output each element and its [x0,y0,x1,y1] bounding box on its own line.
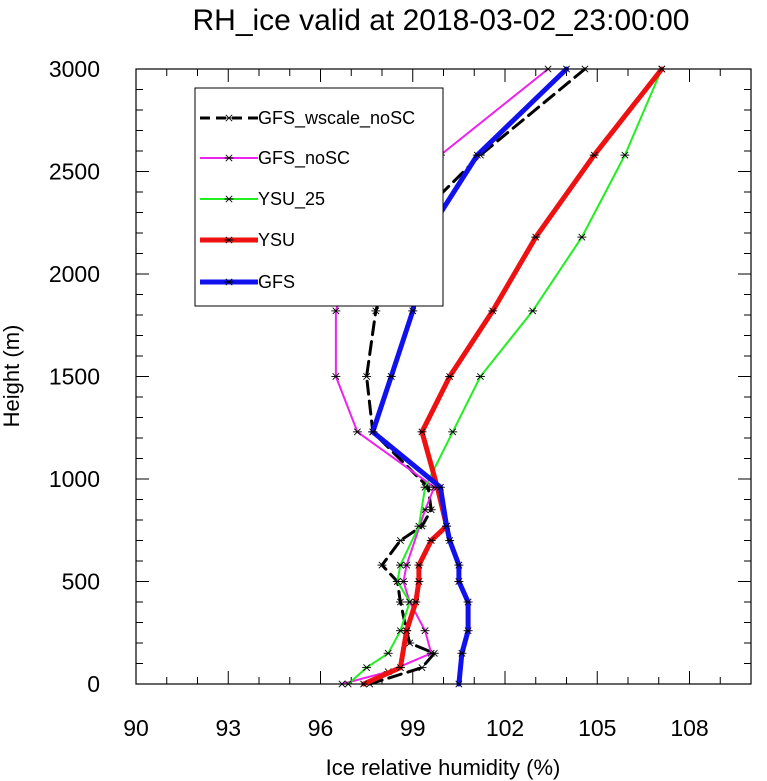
data-point-marker [442,522,452,530]
data-point-marker [331,372,341,381]
data-point-marker [589,151,599,159]
data-point-marker [411,598,421,606]
data-point-marker [395,664,405,672]
data-point-marker [414,577,424,586]
legend-marker [224,236,234,244]
data-point-marker [420,483,430,491]
legend-entry-gfs-nosc: GFS_noSC [200,148,350,169]
legend-label: GFS_noSC [258,148,350,169]
data-point-marker [454,561,464,569]
x-tick-label: 90 [123,715,149,741]
series-line-gfs-wscale-nosc [365,67,587,686]
x-tick-label: 93 [215,715,241,741]
y-tick-label: 0 [87,671,100,697]
x-tick-label: 108 [670,715,708,741]
data-point-marker [475,372,485,381]
data-point-marker [359,680,369,688]
data-point-marker [454,680,464,688]
x-axis-label: Ice relative humidity (%) [326,755,561,780]
data-point-marker [386,372,396,381]
legend-label: YSU_25 [258,189,325,210]
legend-marker [224,154,234,162]
data-point-marker [445,536,455,545]
y-tick-label: 3000 [49,56,100,82]
y-tick-label: 500 [62,569,100,595]
y-axis-label: Height (m) [0,325,24,428]
data-point-marker [543,65,553,73]
data-point-marker [580,65,590,73]
legend-label: GFS_wscale_noSC [258,108,415,129]
series-ysu-25 [343,65,667,688]
legend-marker [224,278,234,286]
data-point-marker [417,664,427,672]
x-tick-label: 102 [486,715,524,741]
y-tick-label: 1000 [49,466,100,492]
legend: GFS_wscale_noSC GFS_noSC YSU_25 YSU GFS [194,87,444,307]
data-point-marker [420,627,430,635]
data-point-marker [531,233,541,241]
y-tick-label: 1500 [49,364,100,390]
data-point-marker [448,428,458,436]
data-point-marker [657,65,667,73]
legend-entry-ysu: YSU [200,230,295,250]
data-point-marker [395,536,405,545]
x-tick-label: 96 [308,715,334,741]
data-point-marker [362,372,372,381]
series-layer [331,65,667,688]
data-point-marker [331,307,341,315]
data-point-marker [463,598,473,606]
data-point-marker [577,233,587,241]
data-point-marker [463,627,473,635]
data-point-marker [371,307,381,315]
y-axis: 0 500 1000 1500 2000 2500 3000 [49,56,751,697]
data-point-marker [408,307,418,315]
legend-marker [224,195,234,203]
data-point-marker [343,680,353,688]
y-tick-label: 2500 [49,159,100,185]
data-point-marker [426,536,436,545]
legend-entry-gfs: GFS [200,272,295,292]
legend-entry-gfs-wscale-nosc: GFS_wscale_noSC [200,108,415,129]
x-axis: 90 93 96 99 102 105 108 [123,69,752,741]
data-point-marker [426,649,436,657]
data-point-marker [352,428,362,436]
data-point-marker [395,598,405,606]
legend-box [194,87,444,307]
data-point-marker [414,561,424,569]
legend-label: GFS [258,272,295,292]
data-point-marker [402,627,412,635]
data-point-marker [383,649,393,657]
legend-entry-ysu-25: YSU_25 [200,189,325,210]
data-point-marker [417,428,427,436]
data-point-marker [377,561,387,569]
data-point-marker [454,577,464,586]
legend-marker [224,114,234,122]
data-point-marker [488,307,498,315]
x-tick-label: 99 [400,715,426,741]
data-point-marker [395,561,405,569]
data-point-marker [472,151,482,159]
legend-label: YSU [258,230,295,250]
data-point-marker [457,649,467,657]
data-point-marker [368,428,378,436]
data-point-marker [528,307,538,315]
y-tick-label: 2000 [49,261,100,287]
x-tick-label: 105 [578,715,616,741]
data-point-marker [362,664,372,672]
data-point-marker [435,483,445,491]
chart-title: RH_ice valid at 2018-03-02_23:00:00 [192,4,689,37]
data-point-marker [620,151,630,159]
data-point-marker [445,372,455,381]
data-point-marker [392,577,402,586]
data-point-marker [414,522,424,530]
data-point-marker [562,65,571,73]
